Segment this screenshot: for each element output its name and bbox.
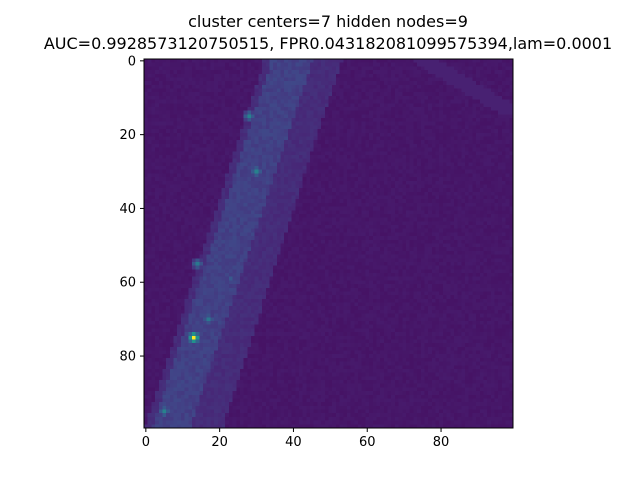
chart-title-line-2: AUC=0.9928573120750515, FPR0.04318208109… [43, 34, 613, 53]
x-tick-label-0: 0 [142, 435, 150, 450]
x-tick-label-20: 20 [211, 435, 228, 450]
heatmap-image [144, 59, 513, 428]
y-tick-label-40: 40 [119, 202, 136, 217]
x-tick-label-60: 60 [359, 435, 376, 450]
chart-title-line-1: cluster centers=7 hidden nodes=9 [188, 12, 468, 31]
x-tick-label-80: 80 [433, 435, 450, 450]
y-tick-label-20: 20 [119, 128, 136, 143]
plot-frame [143, 58, 514, 429]
y-axis: 0 20 40 60 80 [119, 54, 144, 365]
y-tick-label-80: 80 [119, 350, 136, 365]
x-axis: 0 20 40 60 80 [142, 428, 450, 450]
y-tick-label-60: 60 [119, 276, 136, 291]
x-tick-label-40: 40 [285, 435, 302, 450]
y-tick-label-0: 0 [128, 54, 136, 69]
